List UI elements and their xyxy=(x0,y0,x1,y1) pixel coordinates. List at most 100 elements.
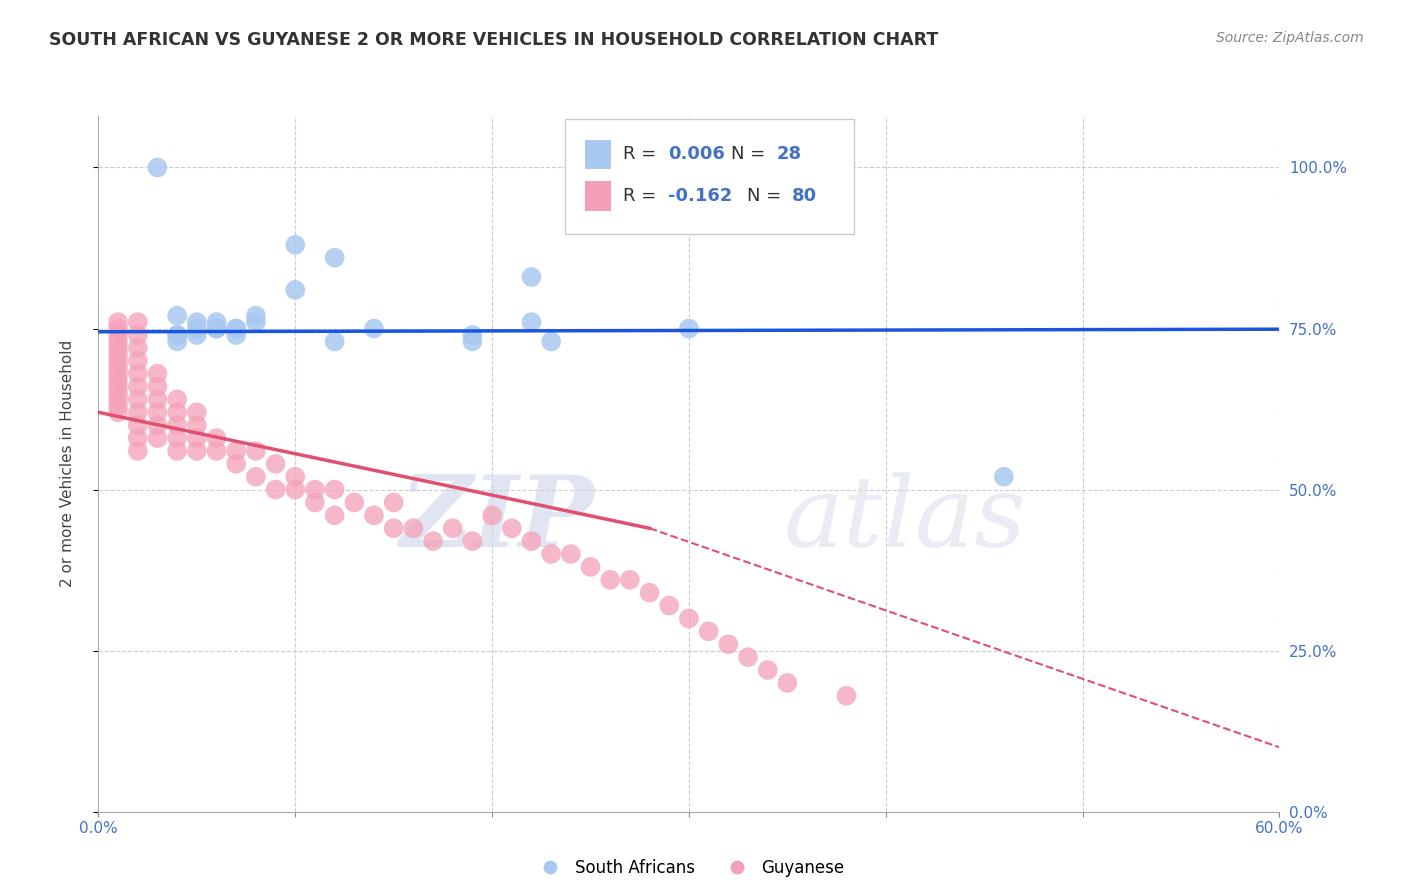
Point xyxy=(638,585,661,599)
Point xyxy=(127,367,149,381)
Point xyxy=(737,650,759,665)
Point xyxy=(461,334,484,349)
Point xyxy=(579,560,602,574)
Point xyxy=(186,321,208,335)
Point xyxy=(284,483,307,497)
Point xyxy=(205,315,228,329)
Point xyxy=(166,392,188,407)
Point xyxy=(146,161,169,175)
Point xyxy=(205,321,228,335)
Point xyxy=(284,237,307,252)
Point xyxy=(127,444,149,458)
Point xyxy=(697,624,720,639)
Point xyxy=(127,379,149,393)
Point xyxy=(264,483,287,497)
Point xyxy=(127,418,149,433)
Point xyxy=(127,353,149,368)
Point xyxy=(107,405,129,419)
Point xyxy=(619,573,641,587)
Point xyxy=(146,418,169,433)
Point xyxy=(225,457,247,471)
Point xyxy=(245,309,267,323)
Point xyxy=(540,334,562,349)
Point xyxy=(107,328,129,343)
FancyBboxPatch shape xyxy=(565,120,855,235)
Point xyxy=(441,521,464,535)
Point xyxy=(146,367,169,381)
Point xyxy=(205,444,228,458)
Point xyxy=(245,444,267,458)
Text: SOUTH AFRICAN VS GUYANESE 2 OR MORE VEHICLES IN HOUSEHOLD CORRELATION CHART: SOUTH AFRICAN VS GUYANESE 2 OR MORE VEHI… xyxy=(49,31,938,49)
Point xyxy=(363,321,385,335)
Point xyxy=(481,508,503,523)
Point xyxy=(146,431,169,445)
Text: R =: R = xyxy=(623,145,662,163)
Point xyxy=(166,309,188,323)
Point xyxy=(717,637,740,651)
Point xyxy=(127,405,149,419)
Point xyxy=(422,534,444,549)
Text: N =: N = xyxy=(731,145,772,163)
Point xyxy=(225,444,247,458)
Point xyxy=(835,689,858,703)
Point xyxy=(146,379,169,393)
Point xyxy=(776,676,799,690)
Point xyxy=(461,328,484,343)
Point xyxy=(323,251,346,265)
Point xyxy=(186,444,208,458)
Point xyxy=(304,483,326,497)
Text: -0.162: -0.162 xyxy=(668,187,733,205)
Text: ZIP: ZIP xyxy=(399,471,595,567)
Point xyxy=(127,431,149,445)
Point xyxy=(284,283,307,297)
Point xyxy=(323,334,346,349)
Point xyxy=(323,483,346,497)
Point xyxy=(402,521,425,535)
Legend: South Africans, Guyanese: South Africans, Guyanese xyxy=(526,852,852,883)
Point xyxy=(225,328,247,343)
Point xyxy=(186,328,208,343)
Point xyxy=(107,334,129,349)
Point xyxy=(166,328,188,343)
Point xyxy=(560,547,582,561)
Text: 28: 28 xyxy=(776,145,801,163)
Point xyxy=(599,573,621,587)
Point xyxy=(107,315,129,329)
Text: 80: 80 xyxy=(792,187,817,205)
Point xyxy=(107,360,129,375)
Point xyxy=(107,347,129,361)
Point xyxy=(186,315,208,329)
Point xyxy=(520,315,543,329)
Point xyxy=(166,418,188,433)
Point xyxy=(343,495,366,509)
Point xyxy=(678,321,700,335)
Point xyxy=(107,373,129,387)
Point xyxy=(107,386,129,401)
Point xyxy=(186,418,208,433)
Point xyxy=(127,341,149,355)
Point xyxy=(127,392,149,407)
Point xyxy=(304,495,326,509)
Point xyxy=(127,315,149,329)
Point xyxy=(461,534,484,549)
Text: N =: N = xyxy=(747,187,787,205)
Point xyxy=(382,521,405,535)
Point xyxy=(107,353,129,368)
Point xyxy=(284,469,307,483)
Point xyxy=(501,521,523,535)
Point xyxy=(245,315,267,329)
Bar xyxy=(585,140,612,169)
Point xyxy=(540,547,562,561)
Point xyxy=(264,457,287,471)
Text: 0.006: 0.006 xyxy=(668,145,724,163)
Point xyxy=(186,405,208,419)
Point xyxy=(225,321,247,335)
Text: R =: R = xyxy=(623,187,662,205)
Point xyxy=(166,431,188,445)
Bar xyxy=(585,181,612,211)
Point xyxy=(756,663,779,677)
Point xyxy=(166,334,188,349)
Point xyxy=(363,508,385,523)
Text: Source: ZipAtlas.com: Source: ZipAtlas.com xyxy=(1216,31,1364,45)
Point xyxy=(205,321,228,335)
